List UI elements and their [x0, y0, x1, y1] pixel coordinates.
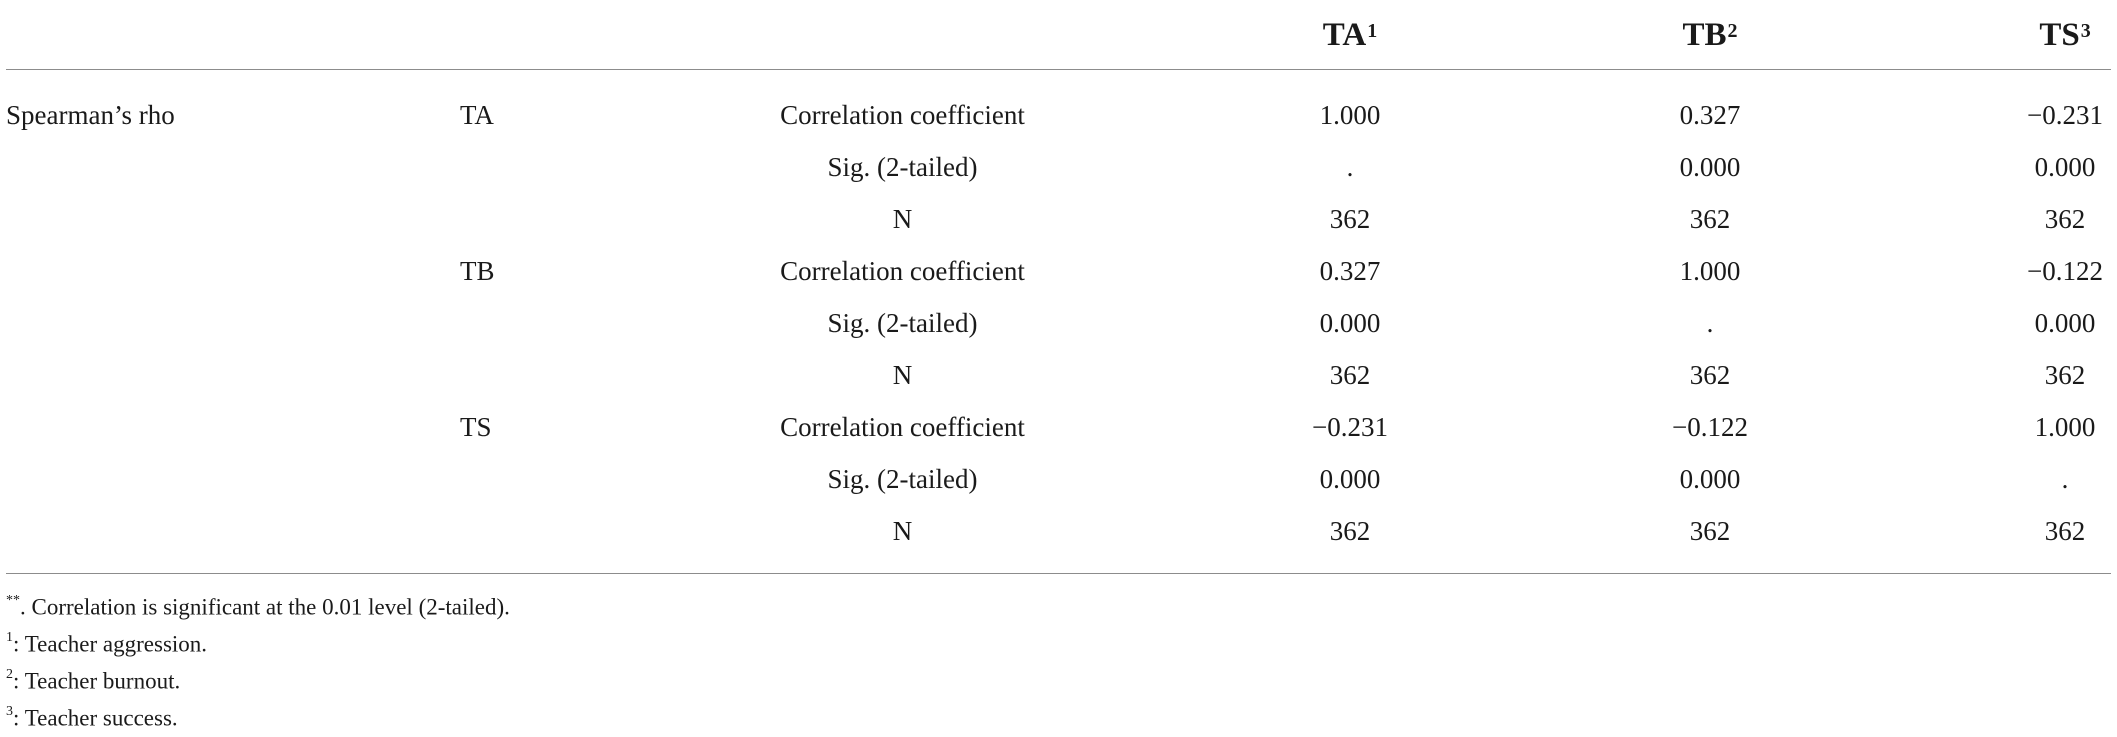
column-header-ta: TA 1 — [1210, 0, 1490, 70]
value-ts: −0.122 — [2027, 256, 2103, 286]
footnote-text: . Correlation is significant at the 0.01… — [20, 594, 510, 620]
value-ta: −0.231 — [1312, 412, 1388, 442]
value-ta: 362 — [1329, 360, 1371, 390]
value-tb: −0.122 — [1672, 412, 1748, 442]
value-ts: −0.231 — [2027, 100, 2103, 130]
value-tb: 362 — [1689, 204, 1731, 234]
statistic-cell: N — [892, 516, 913, 546]
value-tb: 0.000 — [1679, 464, 1741, 494]
statistic-cell: Sig. (2-tailed) — [827, 308, 978, 338]
column-header-tb: TB 2 — [1570, 0, 1850, 70]
value-ta: 362 — [1329, 204, 1371, 234]
variable-cell: TB — [460, 256, 495, 286]
statistic-cell: Correlation coefficient — [780, 412, 1025, 442]
header-rule — [6, 69, 2111, 70]
table-row: N 362 362 362 — [0, 505, 2117, 557]
column-header-ts-label: TS — [2039, 16, 2080, 53]
group-label: Spearman’s rho — [6, 100, 175, 130]
value-ta: . — [1346, 152, 1354, 182]
statistic-cell: Sig. (2-tailed) — [827, 152, 978, 182]
variable-cell: TS — [460, 412, 492, 442]
table-row: TS Correlation coefficient −0.231 −0.122… — [0, 401, 2117, 453]
value-tb: 362 — [1689, 516, 1731, 546]
footnote: 3: Teacher success. — [6, 695, 1206, 732]
footnote-text: : Teacher aggression. — [13, 631, 208, 657]
column-header-tb-label: TB — [1682, 16, 1727, 53]
statistic-cell: Correlation coefficient — [780, 256, 1025, 286]
variable-cell: TA — [460, 100, 494, 130]
table-row: Sig. (2-tailed) . 0.000 0.000 — [0, 141, 2117, 193]
value-tb: 0.000 — [1679, 152, 1741, 182]
statistic-cell: N — [892, 360, 913, 390]
column-header-ta-sup: 1 — [1367, 19, 1378, 42]
value-ts: 1.000 — [2034, 412, 2096, 442]
table-row: Sig. (2-tailed) 0.000 0.000 . — [0, 453, 2117, 505]
footnotes: **. Correlation is significant at the 0.… — [6, 584, 1206, 732]
footnote: 2: Teacher burnout. — [6, 658, 1206, 695]
value-ts: 362 — [2044, 516, 2086, 546]
value-tb: 0.327 — [1679, 100, 1741, 130]
footnote-marker: 2 — [6, 667, 13, 682]
value-ta: 0.000 — [1319, 308, 1381, 338]
value-ts: 362 — [2044, 360, 2086, 390]
table-row: TB Correlation coefficient 0.327 1.000 −… — [0, 245, 2117, 297]
value-ts: 0.000 — [2034, 152, 2096, 182]
footnote-text: : Teacher success. — [13, 705, 178, 731]
value-tb: . — [1706, 308, 1714, 338]
statistic-cell: Correlation coefficient — [780, 100, 1025, 130]
value-ts: . — [2061, 464, 2069, 494]
table-row: Sig. (2-tailed) 0.000 . 0.000 — [0, 297, 2117, 349]
value-ts: 362 — [2044, 204, 2086, 234]
value-tb: 1.000 — [1679, 256, 1741, 286]
value-ta: 0.327 — [1319, 256, 1381, 286]
footnote-marker: ** — [6, 593, 20, 608]
table-row: Spearman’s rho TA Correlation coefficien… — [0, 89, 2117, 141]
column-header-ta-label: TA — [1322, 16, 1367, 53]
table-row: N 362 362 362 — [0, 349, 2117, 401]
value-ts: 0.000 — [2034, 308, 2096, 338]
footnote-marker: 3 — [6, 704, 13, 719]
table-row: N 362 362 362 — [0, 193, 2117, 245]
value-tb: 362 — [1689, 360, 1731, 390]
footer-rule — [6, 573, 2111, 574]
footnote: 1: Teacher aggression. — [6, 621, 1206, 658]
value-ta: 1.000 — [1319, 100, 1381, 130]
column-header-ts-sup: 3 — [2080, 19, 2091, 42]
statistic-cell: N — [892, 204, 913, 234]
footnote-marker: 1 — [6, 630, 13, 645]
footnote: **. Correlation is significant at the 0.… — [6, 584, 1206, 621]
column-header-ts: TS 3 — [1980, 0, 2117, 70]
column-header-tb-sup: 2 — [1727, 19, 1738, 42]
statistic-cell: Sig. (2-tailed) — [827, 464, 978, 494]
footnote-text: : Teacher burnout. — [13, 668, 181, 694]
value-ta: 362 — [1329, 516, 1371, 546]
value-ta: 0.000 — [1319, 464, 1381, 494]
